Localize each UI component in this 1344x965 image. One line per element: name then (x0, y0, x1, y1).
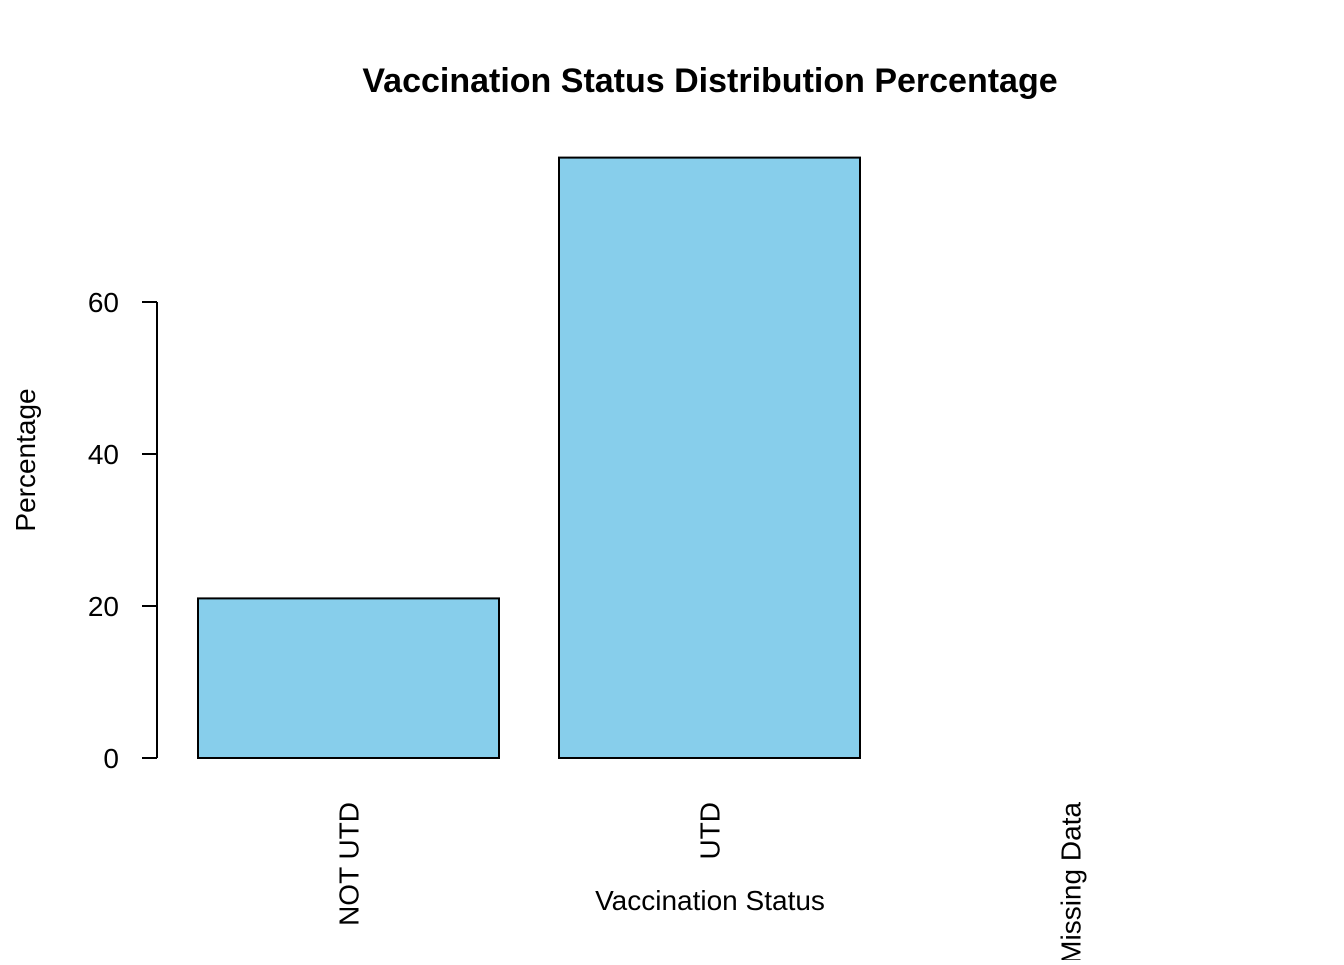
chart-title: Vaccination Status Distribution Percenta… (362, 62, 1057, 100)
y-tick-label: 60 (88, 287, 119, 318)
y-axis: 0 20 40 60 (88, 287, 158, 774)
bars-group (197, 156, 861, 760)
y-tick-label: 40 (88, 439, 119, 470)
category-labels-group: NOT UTD UTD Missing Data (334, 802, 1087, 960)
x-category-label: NOT UTD (334, 802, 365, 926)
x-category-label: UTD (695, 802, 726, 860)
x-category-label: Missing Data (1056, 802, 1087, 960)
bar-not-utd (197, 597, 500, 760)
x-axis-label: Vaccination Status (595, 885, 825, 916)
y-tick-label: 20 (88, 591, 119, 622)
y-tick-label: 0 (103, 743, 119, 774)
y-axis-label: Percentage (10, 388, 41, 531)
bar-utd (558, 156, 861, 760)
